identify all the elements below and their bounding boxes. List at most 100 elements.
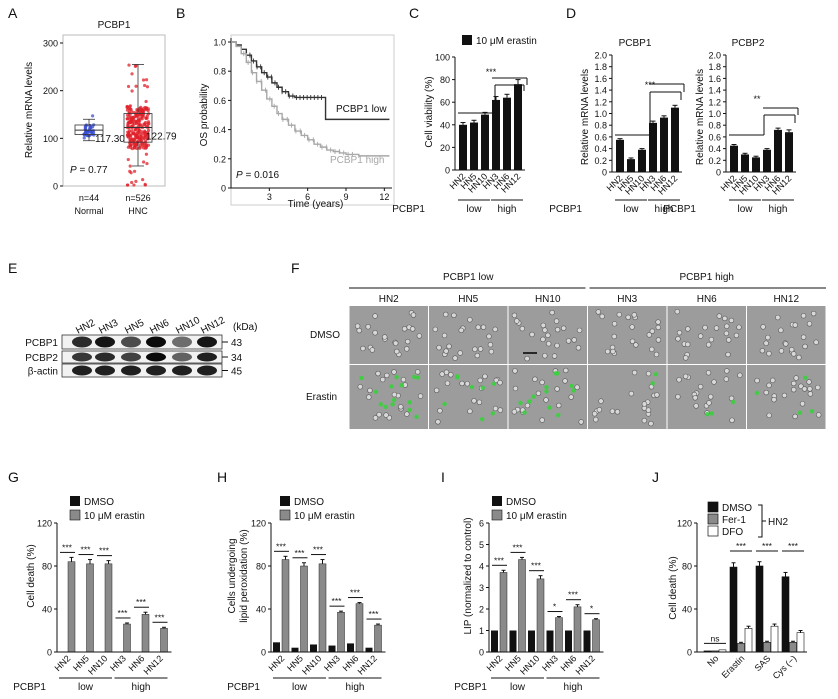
blot-band (95, 365, 115, 376)
sig-stars: ** (753, 94, 761, 104)
cell (778, 348, 785, 354)
cell (766, 382, 772, 389)
panel-a: PCBP1 0 100 200 300 Relative mRNA levels 117.3… (24, 20, 177, 216)
x-tick-label: SAS (753, 653, 773, 673)
cell (614, 409, 621, 415)
sig-stars: *** (332, 596, 343, 606)
cell (433, 387, 440, 394)
cell (610, 348, 616, 355)
y-tick-label: 1.8 (594, 62, 607, 72)
cell (654, 392, 660, 398)
cell (384, 372, 390, 379)
legend-label: DFO (722, 527, 743, 538)
y-tick-label: 120 (251, 519, 266, 529)
cell (562, 378, 568, 384)
cell (535, 390, 542, 397)
bar-dmso (491, 630, 498, 652)
cell (631, 312, 637, 318)
sig-stars: *** (276, 541, 287, 551)
y-tick-label: 0 (221, 184, 226, 194)
fluorescent-cell (442, 401, 447, 407)
cell (724, 368, 730, 374)
group-name: high (655, 204, 674, 215)
y-tick-label: 3 (479, 583, 484, 593)
cell (464, 381, 471, 387)
bar-erastin (573, 606, 582, 653)
cell (706, 400, 712, 406)
fluorescent-cell (491, 381, 497, 386)
cell (682, 355, 689, 361)
cell (511, 409, 518, 415)
blot-band (72, 365, 92, 376)
fluorescent-cell (415, 375, 421, 380)
legend-label: Fer-1 (722, 515, 746, 526)
bar-dmso (328, 645, 336, 652)
cell (545, 332, 551, 339)
legend-label: DMSO (84, 497, 114, 508)
bar-erastin (300, 565, 308, 653)
y-tick-label: 4 (479, 562, 484, 572)
cell (599, 313, 605, 320)
group-label: PCBP1 (13, 682, 46, 693)
cell (593, 416, 599, 423)
fluorescent-cell (569, 383, 574, 389)
fluorescent-cell (571, 388, 576, 393)
cell (448, 372, 454, 378)
bar (744, 628, 753, 653)
data-point (126, 135, 131, 139)
legend-swatch (69, 509, 81, 521)
fluorescent-cell (809, 408, 815, 414)
fluorescent-cell (383, 404, 388, 410)
cell (728, 317, 735, 324)
legend-label: 10 μM erastin (476, 36, 537, 47)
y-tick-label: 0.8 (708, 121, 721, 131)
group-name: low (737, 204, 753, 215)
bar-dmso (310, 644, 317, 652)
cell (792, 322, 798, 328)
cell (783, 341, 789, 347)
cell (356, 327, 362, 334)
cell (514, 318, 520, 324)
y-tick-label: 1.4 (594, 86, 607, 96)
fluorescent-cell (455, 374, 460, 379)
data-point (138, 146, 142, 150)
panel-h: DMSO 10 μM erastin 0 40 80 120 Cells undergoin… (227, 496, 386, 693)
cell (702, 324, 708, 331)
axis-title: LIP (normalized to control) (463, 517, 474, 634)
sig-stars: *** (369, 609, 380, 619)
cell (578, 419, 584, 425)
bar (660, 117, 668, 172)
data-point (145, 114, 149, 118)
series-label: PCBP1 high (330, 155, 384, 166)
cell (487, 342, 494, 348)
axis-title: Relative mRNA levels (580, 69, 591, 165)
sig-stars: *** (736, 541, 747, 551)
legend-swatch (462, 35, 472, 45)
cell (655, 337, 662, 343)
y-tick-label: 0.4 (594, 144, 607, 154)
cell (416, 333, 423, 339)
bar-erastin (555, 617, 563, 653)
y-tick-label: 80 (440, 75, 450, 85)
bar (616, 139, 624, 172)
data-point (144, 132, 148, 136)
group-name: HNC (128, 206, 148, 216)
cell (565, 338, 572, 344)
p-symbol: P (236, 170, 243, 181)
cell (546, 341, 552, 347)
group-label: PCBP1 (663, 204, 696, 215)
axis-title: OS probability (199, 84, 210, 147)
sig-stars: * (590, 604, 594, 614)
group-title: PCBP1 high (680, 272, 734, 283)
cell (646, 332, 652, 338)
bar (737, 643, 745, 653)
p-value: P = 0.016 (236, 170, 280, 181)
column-label: HN12 (773, 294, 799, 305)
legend-swatch (492, 496, 502, 506)
data-point (134, 143, 138, 147)
data-point (141, 109, 146, 114)
sig-stars: *** (62, 542, 73, 552)
cell (443, 369, 450, 375)
cell (611, 333, 617, 340)
